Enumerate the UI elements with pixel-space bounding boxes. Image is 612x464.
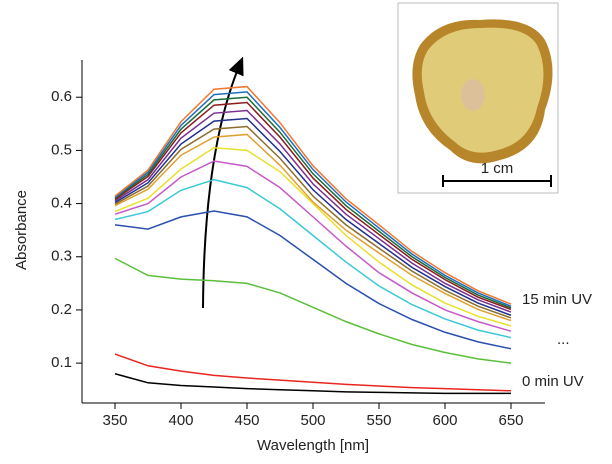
y-tick-label: 0.6 bbox=[51, 88, 72, 105]
spectrum-line bbox=[114, 125, 512, 319]
x-tick-label: 600 bbox=[432, 412, 457, 429]
spectrum-line bbox=[114, 373, 511, 395]
y-tick-label: 0.1 bbox=[51, 354, 72, 371]
annotation: ... bbox=[557, 331, 570, 348]
spectrum-line bbox=[114, 160, 512, 332]
inset: 1 cm bbox=[397, 2, 559, 194]
y-tick-label: 0.4 bbox=[51, 195, 72, 212]
x-tick-label: 400 bbox=[168, 412, 193, 429]
scale-label: 1 cm bbox=[481, 160, 514, 177]
y-tick-label: 0.5 bbox=[51, 141, 72, 158]
x-tick-label: 500 bbox=[300, 412, 325, 429]
spectrum-line bbox=[114, 117, 512, 316]
spectrum-line bbox=[114, 146, 512, 327]
spectrum-line bbox=[114, 353, 512, 392]
spectrum-line bbox=[114, 109, 512, 313]
x-tick-label: 650 bbox=[498, 412, 523, 429]
trend-arrow bbox=[202, 56, 244, 309]
spectrum-line bbox=[114, 257, 512, 364]
sample-spot bbox=[461, 79, 485, 111]
spectrum-line bbox=[114, 91, 512, 307]
spectrum-line bbox=[114, 210, 512, 350]
y-tick-label: 0.2 bbox=[51, 301, 72, 318]
spectrum-line bbox=[114, 178, 512, 339]
spectrum-line bbox=[114, 133, 512, 322]
annotation: 0 min UV bbox=[522, 373, 584, 390]
spectrum-line bbox=[114, 85, 512, 305]
y-tick-label: 0.3 bbox=[51, 248, 72, 265]
spectrum-line bbox=[114, 96, 512, 309]
x-tick-label: 550 bbox=[366, 412, 391, 429]
x-tick-label: 450 bbox=[234, 412, 259, 429]
spectrum-line bbox=[114, 101, 512, 311]
annotation: 15 min UV bbox=[522, 291, 592, 308]
x-tick-label: 350 bbox=[102, 412, 127, 429]
x-axis-title: Wavelength [nm] bbox=[257, 437, 369, 454]
y-axis-title: Absorbance bbox=[13, 190, 30, 270]
